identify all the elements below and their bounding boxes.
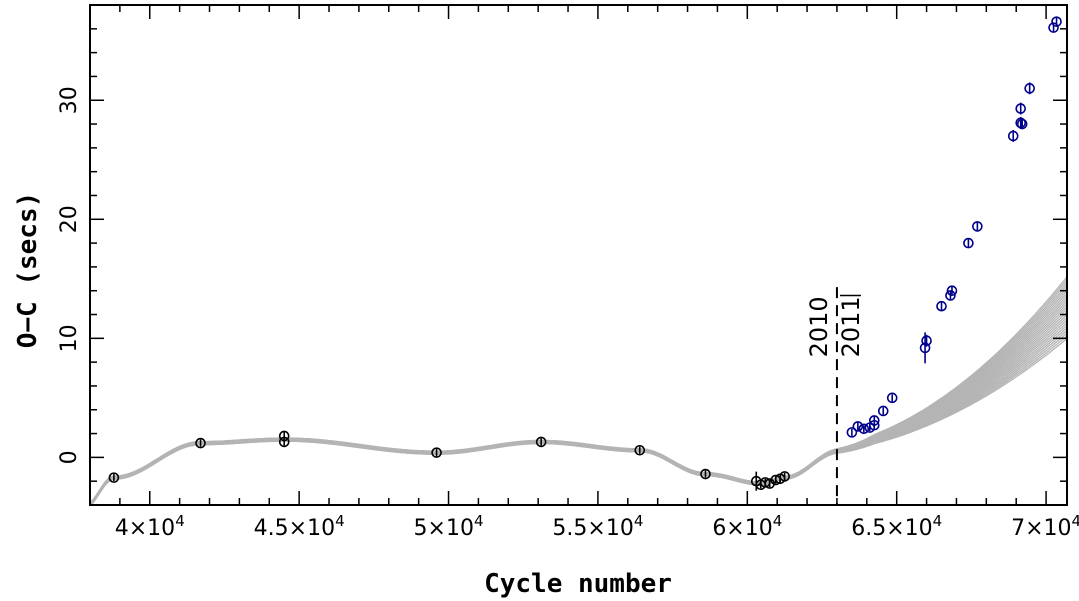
x-tick-label: 6×104 <box>712 512 782 541</box>
fit-curve <box>90 305 1067 505</box>
data-point-post-2011 <box>1024 82 1035 95</box>
fit-curve <box>90 279 1067 504</box>
data-point-post-2011 <box>1016 118 1028 130</box>
data-point-post-2011 <box>972 221 983 232</box>
data-point-pre-2011 <box>700 468 711 480</box>
fit-curve <box>90 287 1067 505</box>
data-point-post-2011 <box>868 419 880 431</box>
data-point-post-2011 <box>1015 102 1026 115</box>
fit-curve <box>90 308 1067 505</box>
y-tick-label: 10 <box>57 324 82 352</box>
data-point-post-2011 <box>886 392 898 404</box>
fit-curve <box>90 281 1067 505</box>
data-point-pre-2011 <box>431 447 442 458</box>
data-point-post-2011 <box>852 421 864 432</box>
y-axis-label: O−C (secs) <box>13 192 43 349</box>
fit-curve <box>90 300 1067 505</box>
fit-curve <box>90 289 1067 505</box>
axis-ticks: 4×104 4.5×104 5×104 5.5×104 6×104 6.5×104 7×10… <box>57 4 1079 541</box>
x-tick-label: 5×104 <box>414 512 484 541</box>
y-tick-label: 0 <box>57 450 82 464</box>
data-point-pre-2011 <box>108 472 120 483</box>
data-point-post-2011 <box>1015 116 1026 129</box>
x-tick-label: 5.5×104 <box>552 512 643 541</box>
y-tick-label: 30 <box>57 86 82 114</box>
x-axis-label: Cycle number <box>484 569 672 599</box>
fit-curve <box>90 295 1067 505</box>
data-point-post-2011 <box>846 427 858 438</box>
data-point-post-2011 <box>963 237 974 249</box>
data-point-post-2011 <box>1051 16 1062 27</box>
x-tick-label: 4.5×104 <box>254 512 345 541</box>
data-points <box>108 16 1062 491</box>
data-point-pre-2011 <box>634 444 646 456</box>
fit-curve <box>90 297 1067 505</box>
data-point-post-2011 <box>946 285 958 297</box>
divider-layer: 2010 2011 <box>805 287 865 505</box>
x-tick-label: 6.5×104 <box>851 512 942 541</box>
fit-curve <box>90 292 1067 505</box>
data-point-pre-2011 <box>195 437 206 449</box>
data-point-post-2011 <box>858 423 870 435</box>
model-fit-curves <box>90 276 1067 505</box>
fit-curve <box>90 303 1067 505</box>
fit-curve <box>90 313 1067 505</box>
fit-curve <box>90 284 1067 505</box>
x-tick-label: 7×104 <box>1011 512 1079 541</box>
year-label-left: 2010 <box>805 296 833 357</box>
data-point-pre-2011 <box>535 436 547 448</box>
y-tick-label: 20 <box>57 205 82 233</box>
year-label-right: 2011 <box>837 296 865 357</box>
data-point-post-2011 <box>921 334 932 347</box>
plot-frame <box>89 4 1068 506</box>
data-point-pre-2011 <box>779 471 790 482</box>
data-point-pre-2011 <box>278 436 290 448</box>
data-point-post-2011 <box>936 300 947 312</box>
x-tick-label: 4×104 <box>115 512 185 541</box>
data-point-post-2011 <box>877 405 889 417</box>
data-point-post-2011 <box>919 332 931 364</box>
fit-curve <box>90 276 1067 504</box>
fit-curve <box>90 311 1067 505</box>
data-point-post-2011 <box>1007 130 1019 142</box>
